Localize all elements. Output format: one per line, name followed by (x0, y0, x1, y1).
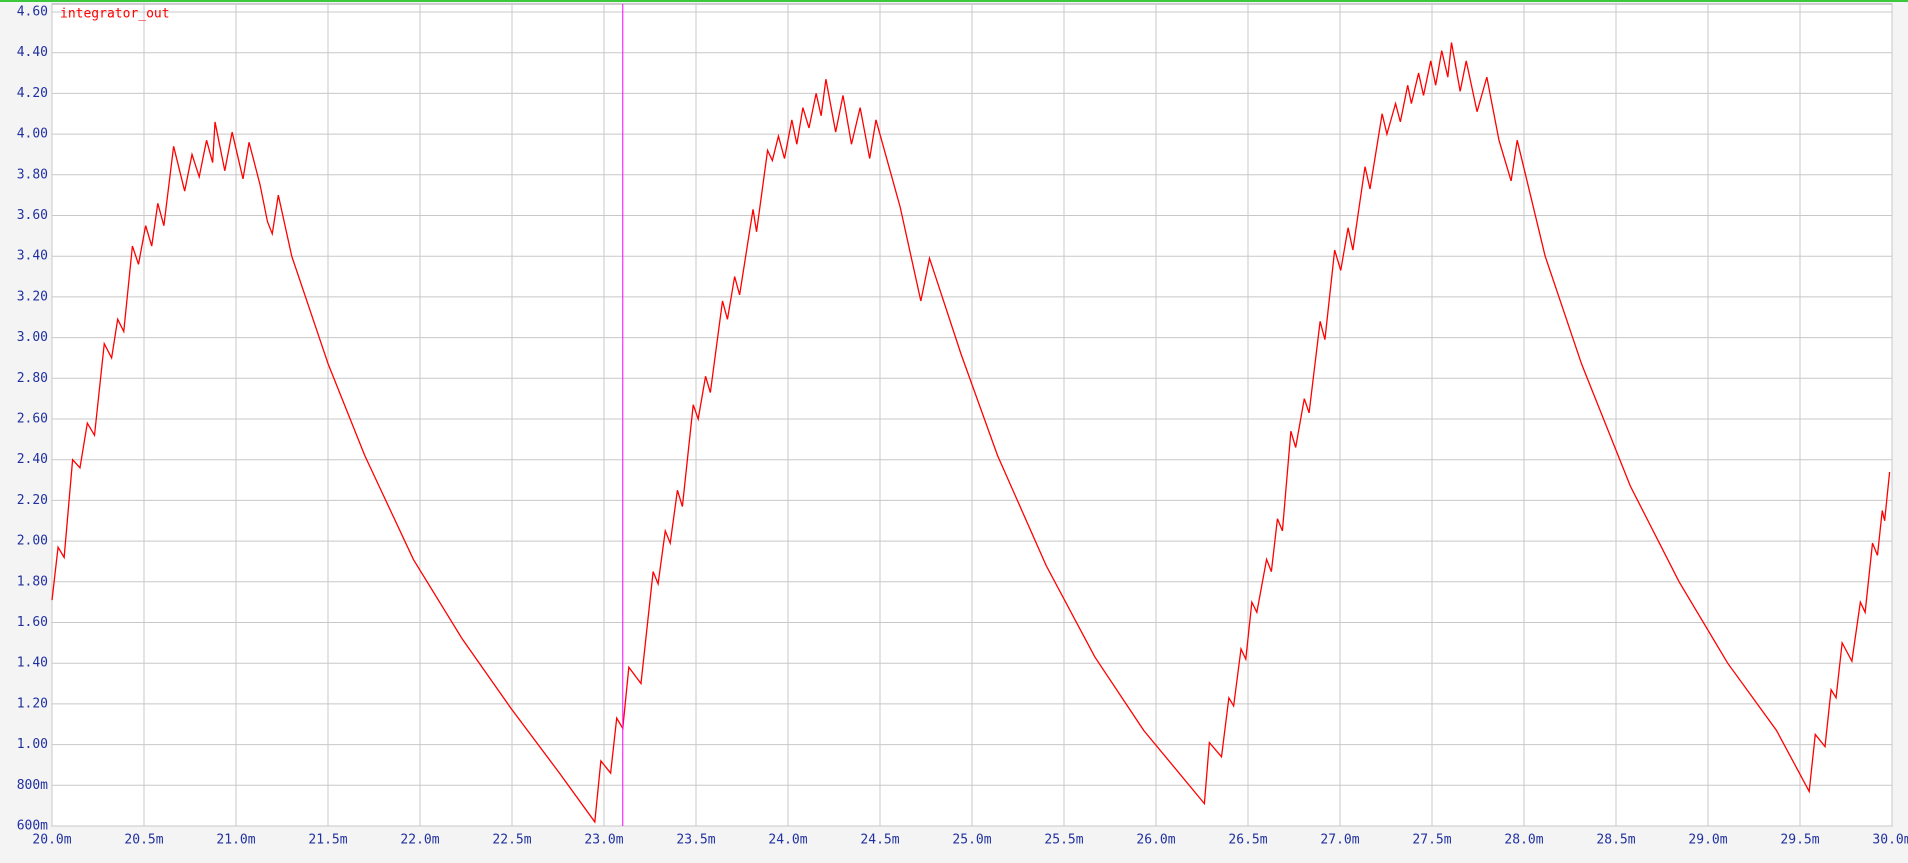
x-tick-label: 25.5m (1044, 833, 1083, 848)
x-tick-label: 24.5m (860, 833, 899, 848)
y-tick-label: 4.00 (17, 127, 48, 142)
x-tick-label: 24.0m (768, 833, 807, 848)
x-tick-label: 26.5m (1228, 833, 1267, 848)
x-tick-label: 22.0m (400, 833, 439, 848)
y-tick-label: 3.20 (17, 289, 48, 304)
y-tick-label: 2.00 (17, 534, 48, 549)
traces (51, 42, 1891, 824)
y-tick-label: 3.60 (17, 208, 48, 223)
y-tick-label: 2.20 (17, 493, 48, 508)
y-tick-label: 4.20 (17, 86, 48, 101)
x-tick-label: 27.5m (1412, 833, 1451, 848)
x-tick-label: 27.0m (1320, 833, 1359, 848)
x-tick-label: 23.5m (676, 833, 715, 848)
x-tick-label: 29.5m (1780, 833, 1819, 848)
y-tick-label: 4.40 (17, 45, 48, 60)
x-tick-label: 21.5m (308, 833, 347, 848)
x-tick-label: 21.0m (216, 833, 255, 848)
x-tick-label: 20.0m (32, 833, 71, 848)
y-tick-label: 3.40 (17, 249, 48, 264)
x-tick-label: 28.0m (1504, 833, 1543, 848)
x-tick-label: 29.0m (1688, 833, 1727, 848)
y-tick-label: 1.20 (17, 696, 48, 711)
trace-label[interactable]: integrator_out (60, 7, 170, 22)
grid (51, 4, 1893, 827)
x-tick-label: 23.0m (584, 833, 623, 848)
trace (51, 42, 1891, 824)
x-tick-label: 30.0m (1872, 833, 1908, 848)
active-border (0, 0, 1908, 2)
y-tick-label: 3.80 (17, 167, 48, 182)
x-tick-label: 26.0m (1136, 833, 1175, 848)
x-tick-label: 22.5m (492, 833, 531, 848)
y-tick-label: 2.40 (17, 452, 48, 467)
y-tick-label: 800m (17, 778, 48, 793)
y-tick-label: 2.80 (17, 371, 48, 386)
y-tick-label: 2.60 (17, 412, 48, 427)
y-tick-label: 4.60 (17, 5, 48, 20)
y-tick-label: 600m (17, 819, 48, 834)
y-tick-label: 1.80 (17, 574, 48, 589)
x-tick-label: 25.0m (952, 833, 991, 848)
x-tick-label: 28.5m (1596, 833, 1635, 848)
y-tick-label: 1.40 (17, 656, 48, 671)
x-tick-label: 20.5m (124, 833, 163, 848)
y-tick-label: 3.00 (17, 330, 48, 345)
y-tick-label: 1.60 (17, 615, 48, 630)
y-tick-label: 1.00 (17, 737, 48, 752)
